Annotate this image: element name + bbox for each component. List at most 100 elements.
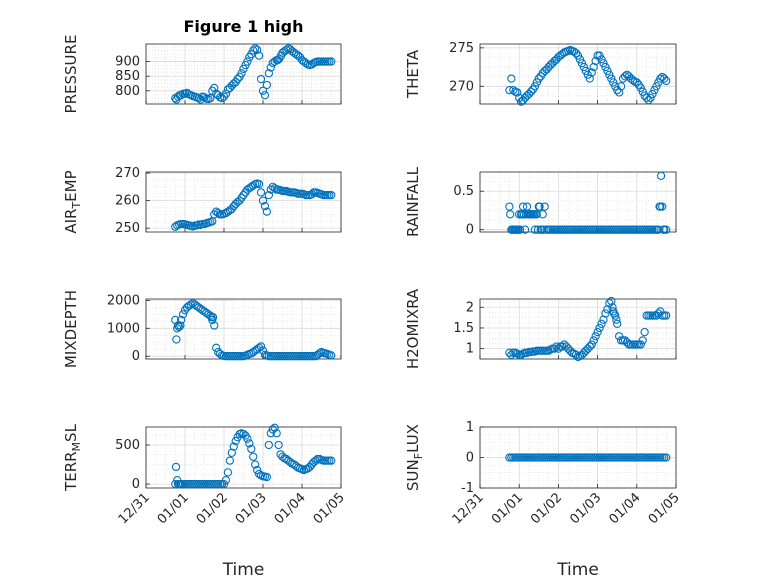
data-point — [262, 472, 272, 482]
data-point — [554, 344, 563, 353]
data-point — [223, 468, 233, 477]
series-markers — [171, 179, 336, 231]
data-point — [176, 321, 185, 330]
data-point — [632, 78, 641, 87]
data-point — [237, 69, 246, 78]
data-point — [589, 336, 598, 345]
series-markers — [505, 453, 671, 462]
data-point — [640, 327, 649, 337]
y-axis-label: THETA — [404, 49, 422, 99]
x-tick-label: 12/31 — [116, 490, 153, 527]
y-tick-label: 1.5 — [453, 321, 474, 336]
data-point — [251, 44, 260, 53]
data-point — [581, 346, 590, 355]
data-point — [206, 93, 215, 103]
data-point — [233, 74, 242, 84]
data-point — [247, 444, 256, 454]
data-point — [585, 342, 594, 351]
data-point — [615, 88, 624, 97]
data-point — [597, 319, 606, 328]
data-point — [264, 440, 273, 450]
data-point — [654, 78, 663, 87]
x-tick-label: 01/01 — [155, 490, 192, 527]
data-point — [607, 296, 616, 306]
data-point — [526, 87, 536, 96]
data-point — [581, 66, 590, 76]
data-point — [272, 429, 281, 438]
x-tick-label: 01/05 — [646, 490, 683, 527]
data-point — [307, 190, 316, 199]
data-point — [194, 93, 203, 103]
data-point — [266, 429, 275, 438]
y-tick-label: -1 — [461, 481, 474, 496]
data-point — [251, 460, 260, 469]
data-point — [231, 436, 240, 446]
subplot-terr-msl: 0 500 12/31 01/01 01/02 01/03 01/04 01/05 TERRMS… — [62, 423, 348, 580]
data-point — [260, 91, 270, 100]
data-point — [533, 225, 543, 234]
data-point — [513, 88, 522, 97]
data-point — [571, 350, 581, 360]
data-point — [636, 340, 645, 349]
axes-box — [145, 171, 342, 233]
data-point — [535, 202, 544, 211]
data-point — [258, 196, 268, 205]
data-point — [558, 342, 567, 351]
data-point — [171, 479, 180, 489]
data-point — [648, 89, 657, 99]
data-point — [172, 335, 181, 344]
data-point — [601, 309, 610, 318]
y-tick-label: 900 — [115, 55, 140, 70]
data-point — [327, 57, 336, 66]
data-point — [575, 55, 585, 64]
data-point — [282, 45, 291, 55]
data-point — [256, 342, 266, 351]
y-tick-label: 270 — [115, 166, 140, 181]
data-point — [262, 80, 272, 90]
data-point — [506, 210, 515, 219]
chart-title: Figure 1 high — [184, 17, 304, 36]
data-point — [327, 190, 336, 200]
data-point — [186, 300, 195, 309]
data-point — [550, 344, 559, 353]
data-point — [212, 343, 221, 352]
data-point — [593, 327, 602, 337]
data-point — [608, 303, 617, 312]
data-point — [258, 86, 268, 95]
data-point — [262, 207, 272, 216]
data-point — [215, 349, 225, 359]
subplot-theta: 270 275 THETA — [404, 41, 677, 106]
data-point — [589, 62, 598, 72]
x-tick-label: 01/04 — [607, 490, 644, 527]
data-point — [219, 479, 229, 489]
y-axis-label: RAINFALL — [404, 166, 422, 237]
y-tick-label: 250 — [115, 221, 140, 236]
data-point — [644, 96, 653, 105]
data-point — [249, 452, 258, 461]
data-point — [591, 332, 600, 341]
data-point — [221, 476, 231, 485]
series-markers — [505, 171, 671, 234]
y-axis-label: TERRMSL — [62, 423, 83, 492]
data-point — [513, 349, 522, 358]
axes-box — [479, 43, 677, 105]
y-axis-label: PRESSURE — [62, 35, 80, 114]
data-point — [256, 188, 266, 197]
data-point — [656, 171, 666, 180]
subplot-mixdepth: 0 1000 2000 MIXDEPTH — [62, 290, 342, 368]
x-axis-label: Time — [222, 560, 265, 580]
data-point — [662, 453, 671, 462]
data-point — [662, 76, 671, 86]
data-point — [225, 456, 234, 465]
series-markers — [171, 44, 336, 104]
data-point — [654, 309, 663, 318]
y-tick-label: 1000 — [107, 321, 140, 336]
data-point — [171, 462, 181, 472]
axes-box — [479, 171, 677, 233]
data-point — [505, 86, 514, 95]
data-point — [605, 70, 614, 79]
data-point — [252, 45, 262, 55]
data-point — [599, 59, 608, 68]
